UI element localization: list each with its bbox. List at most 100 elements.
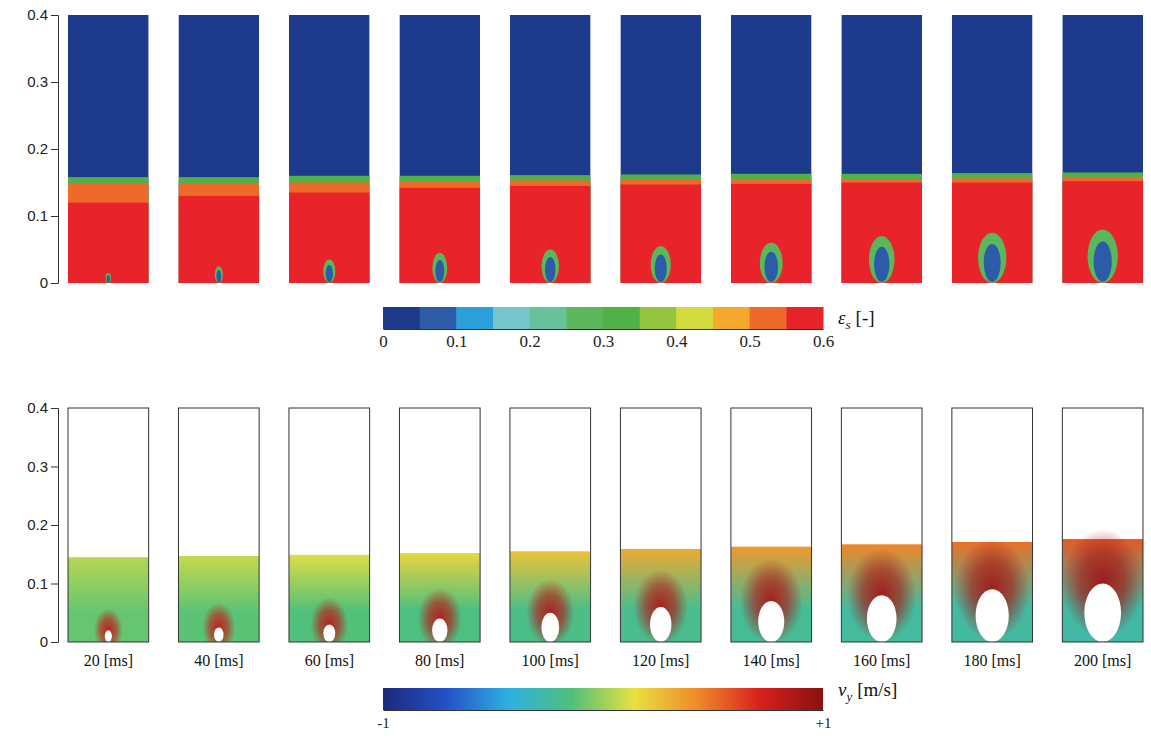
dense-bed [731, 184, 812, 283]
tick-mark [51, 283, 58, 284]
bed-transition [510, 180, 591, 283]
colorbar-band [420, 307, 457, 329]
bubble [867, 595, 897, 642]
colorbar-band [640, 307, 677, 329]
bubble [874, 247, 889, 282]
colorbar-band [786, 307, 823, 329]
bubble [323, 624, 335, 642]
tick-label: 0.4 [666, 332, 688, 351]
colorbar-band [713, 307, 750, 329]
panel [399, 553, 480, 642]
bubble-halo [1088, 229, 1118, 283]
panel [841, 544, 922, 642]
bubble [1084, 584, 1121, 643]
time-label: 60 [ms] [305, 652, 354, 669]
colorbar-band [383, 307, 420, 329]
dense-bed [1062, 181, 1143, 283]
panel-frame [399, 408, 480, 642]
dense-bed [399, 188, 480, 283]
bubble [758, 601, 784, 642]
colorbar [383, 307, 824, 329]
tick: 0.3 [27, 458, 58, 475]
bubble [541, 613, 559, 642]
dense-bed [841, 183, 922, 284]
bed-transition [620, 180, 701, 283]
freeboard [1062, 15, 1143, 283]
dense-bed [952, 183, 1033, 284]
tick-label: 0.1 [27, 575, 48, 592]
tick: 0.5 [740, 329, 761, 351]
tick-label: 0.3 [593, 332, 614, 351]
bed-surface [952, 173, 1033, 283]
bubble [650, 607, 671, 642]
bed-surface [510, 175, 591, 283]
tick-label: 0.3 [27, 73, 48, 90]
bubble [655, 254, 667, 282]
time-label: 200 [ms] [1074, 652, 1131, 669]
panel [68, 15, 149, 283]
panel [731, 15, 812, 283]
tick-mark [51, 216, 58, 217]
bed-transition [841, 179, 922, 283]
rising-jet [526, 579, 574, 642]
panel [841, 15, 922, 283]
bubble-halo [432, 253, 447, 283]
bubble [545, 257, 555, 282]
freeboard [731, 15, 812, 283]
axis-line [51, 16, 59, 284]
bed-surface [841, 174, 922, 283]
bubble [105, 630, 112, 642]
time-label: 80 [ms] [415, 652, 464, 669]
tick-label: 0.4 [27, 6, 48, 23]
tick-label: 0.4 [27, 399, 48, 416]
tick-label: 0.2 [27, 516, 48, 533]
colorbar-band [566, 307, 603, 329]
bubble-halo [323, 260, 335, 283]
rising-jet [634, 569, 688, 642]
y-axis: 00.10.20.30.4 [27, 399, 58, 650]
freeboard [178, 15, 259, 283]
bed-transition [178, 184, 259, 283]
time-label: 100 [ms] [522, 652, 579, 669]
tick-mark [51, 467, 58, 468]
tick-label: 0.1 [27, 207, 48, 224]
tick: 0.2 [27, 516, 58, 533]
panel [289, 15, 370, 283]
panel [952, 539, 1033, 642]
tick-mark [51, 82, 58, 83]
time-label: 160 [ms] [853, 652, 910, 669]
panel [510, 15, 591, 283]
bubble-halo [106, 273, 111, 283]
panel [178, 556, 259, 642]
tick: 0.2 [520, 329, 541, 351]
panel [620, 549, 701, 642]
colorbar-band [493, 307, 530, 329]
tick-label: -1 [377, 715, 390, 731]
tick: 0.3 [27, 73, 58, 90]
particle-bed [178, 556, 259, 642]
panel [620, 15, 701, 283]
bubble [764, 252, 778, 282]
panel-frame [68, 408, 149, 642]
dense-bed [178, 196, 259, 283]
freeboard [841, 15, 922, 283]
colorbar-axis: -1+1 [377, 710, 831, 731]
tick-mark [51, 525, 58, 526]
tick-label: 0.1 [446, 332, 467, 351]
panel [731, 547, 812, 642]
panel [399, 15, 480, 283]
tick-label: 0.6 [813, 332, 834, 351]
panel [1062, 15, 1143, 283]
panel-frame [731, 408, 812, 642]
panel-frame [289, 408, 370, 642]
bed-transition [68, 184, 149, 283]
panel [952, 15, 1033, 283]
colorbar-label: εs[-] [838, 307, 875, 332]
tick-label: 0 [40, 274, 48, 291]
tick: 0.3 [593, 329, 614, 351]
time-label: 40 [ms] [194, 652, 243, 669]
time-label: 20 [ms] [84, 652, 133, 669]
panel-frame [952, 408, 1033, 642]
time-label: 140 [ms] [743, 652, 800, 669]
tick: 0.2 [27, 140, 58, 157]
